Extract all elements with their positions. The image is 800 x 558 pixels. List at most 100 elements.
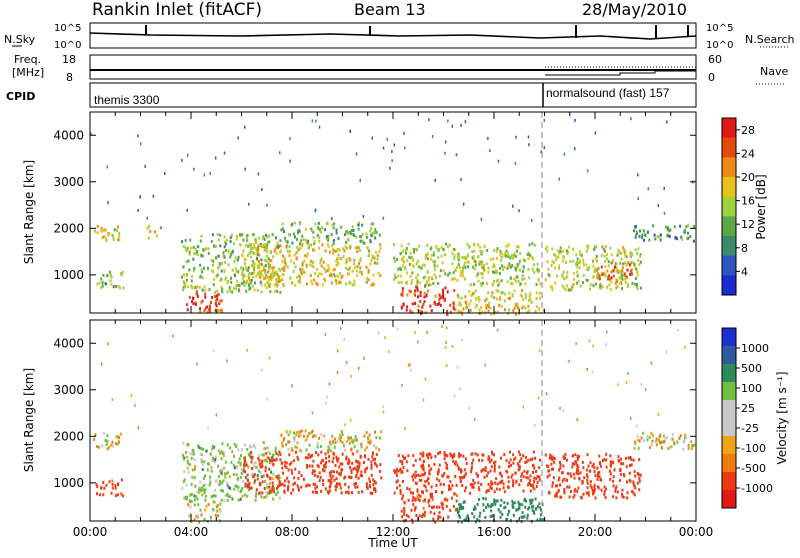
range-cell bbox=[411, 520, 414, 524]
range-cell bbox=[591, 370, 594, 374]
range-cell bbox=[420, 478, 423, 482]
range-cell bbox=[575, 281, 578, 285]
range-cell bbox=[203, 460, 206, 464]
range-cell bbox=[527, 251, 530, 255]
range-cell bbox=[464, 277, 466, 281]
colorbar-swatch bbox=[722, 196, 736, 217]
range-cell bbox=[217, 309, 220, 313]
range-cell bbox=[612, 274, 615, 278]
range-cell bbox=[264, 259, 267, 262]
range-cell bbox=[220, 285, 223, 289]
range-cell bbox=[229, 289, 232, 293]
range-cell bbox=[493, 271, 496, 275]
range-cell bbox=[523, 498, 526, 502]
range-cell bbox=[350, 448, 353, 452]
range-cell bbox=[164, 172, 166, 175]
range-cell bbox=[444, 345, 447, 349]
range-cell bbox=[484, 469, 487, 473]
range-cell bbox=[272, 275, 274, 279]
range-cell bbox=[247, 483, 250, 487]
range-cell bbox=[201, 276, 204, 280]
range-cell bbox=[188, 268, 191, 272]
range-cell bbox=[443, 498, 446, 502]
range-cell bbox=[353, 283, 356, 287]
range-cell bbox=[596, 466, 599, 470]
range-cell bbox=[297, 279, 300, 283]
range-cell bbox=[281, 267, 284, 271]
range-cell bbox=[215, 299, 218, 303]
range-cell bbox=[566, 485, 569, 489]
range-cell bbox=[628, 478, 631, 482]
range-cell bbox=[633, 229, 636, 233]
range-cell bbox=[447, 273, 450, 277]
range-cell bbox=[307, 239, 310, 243]
range-cell bbox=[306, 282, 308, 286]
velocity-echo-region bbox=[393, 450, 541, 495]
range-cell bbox=[520, 474, 523, 478]
range-cell bbox=[593, 485, 596, 489]
range-cell bbox=[210, 466, 213, 470]
range-cell bbox=[273, 453, 276, 457]
range-cell bbox=[488, 301, 491, 305]
range-cell bbox=[659, 238, 662, 242]
range-cell bbox=[317, 274, 319, 278]
range-cell bbox=[367, 270, 370, 274]
range-cell bbox=[238, 457, 241, 461]
colorbar-swatch bbox=[722, 216, 736, 237]
range-cell bbox=[691, 447, 693, 450]
range-cell bbox=[434, 455, 437, 458]
range-cell bbox=[567, 472, 569, 476]
range-cell bbox=[320, 264, 323, 268]
range-cell bbox=[603, 490, 606, 493]
range-cell bbox=[319, 445, 322, 448]
range-cell bbox=[607, 276, 610, 280]
range-cell bbox=[573, 462, 576, 466]
range-cell bbox=[214, 302, 217, 306]
range-cell bbox=[446, 454, 449, 458]
range-cell bbox=[517, 450, 520, 454]
range-cell bbox=[639, 254, 642, 258]
range-cell bbox=[634, 440, 636, 444]
range-cell bbox=[401, 462, 404, 466]
range-cell bbox=[204, 306, 207, 310]
range-cell bbox=[396, 474, 398, 477]
range-cell bbox=[495, 477, 498, 481]
range-cell bbox=[535, 297, 538, 300]
range-cell bbox=[435, 483, 438, 487]
range-cell bbox=[465, 256, 467, 260]
range-cell bbox=[101, 284, 104, 288]
range-cell bbox=[266, 275, 268, 279]
range-cell bbox=[501, 291, 504, 295]
noise-panel: N.Sky 10^5 10^0 10^5 10^0 N.Search bbox=[4, 22, 795, 51]
range-cell bbox=[508, 461, 511, 465]
range-cell bbox=[484, 515, 487, 519]
range-cell bbox=[677, 328, 679, 332]
range-cell bbox=[360, 235, 362, 239]
range-cell bbox=[335, 259, 338, 263]
range-cell bbox=[353, 258, 356, 262]
range-cell bbox=[305, 263, 308, 267]
range-cell bbox=[603, 485, 606, 489]
range-cell bbox=[459, 309, 462, 313]
range-cell bbox=[273, 266, 276, 270]
range-cell bbox=[529, 498, 532, 502]
range-cell bbox=[358, 270, 361, 274]
range-cell bbox=[535, 305, 538, 308]
range-cell bbox=[185, 278, 188, 282]
range-cell bbox=[268, 451, 271, 455]
range-cell bbox=[626, 268, 629, 272]
range-cell bbox=[617, 250, 620, 254]
range-cell bbox=[559, 406, 561, 410]
range-cell bbox=[490, 480, 493, 484]
range-cell bbox=[101, 235, 104, 239]
range-cell bbox=[458, 515, 461, 519]
range-cell bbox=[464, 261, 467, 265]
range-cell bbox=[261, 475, 263, 479]
range-cell bbox=[377, 271, 380, 275]
range-cell bbox=[116, 225, 119, 229]
range-cell bbox=[682, 447, 685, 451]
range-cell bbox=[618, 459, 621, 462]
range-cell bbox=[499, 266, 502, 270]
range-cell bbox=[529, 489, 532, 493]
range-cell bbox=[277, 477, 280, 481]
